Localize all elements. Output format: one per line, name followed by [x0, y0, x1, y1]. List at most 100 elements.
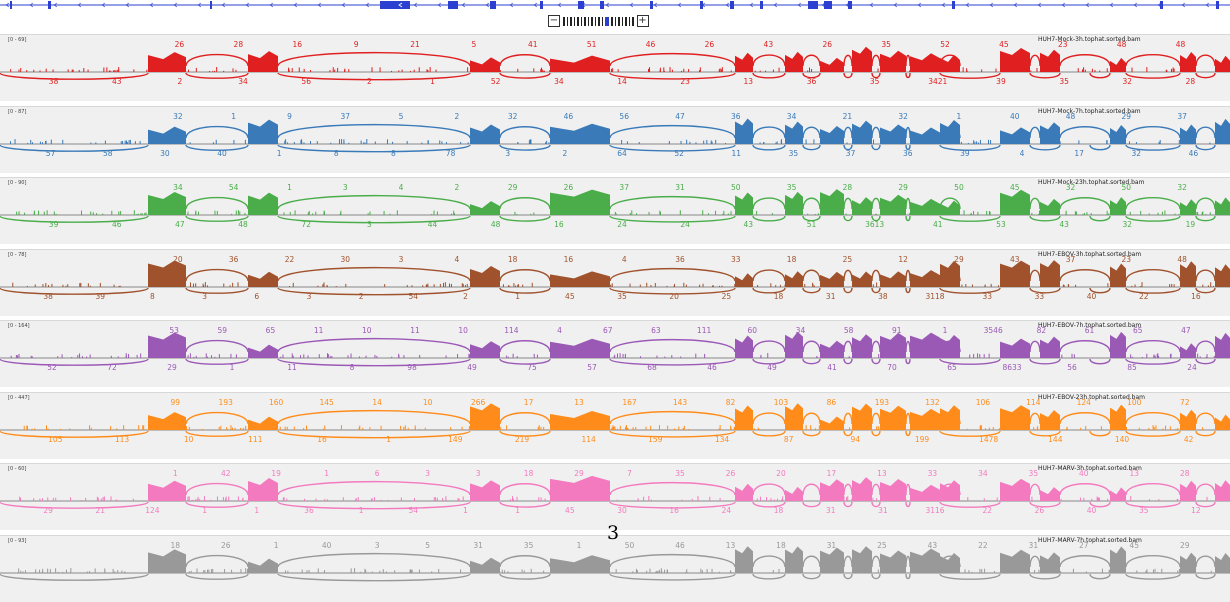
zoom-tick[interactable]: [563, 16, 565, 26]
coverage-bar: [602, 282, 604, 287]
coverage-bar: [600, 284, 602, 287]
coverage-bar: [230, 353, 232, 358]
zoom-slider-thumb[interactable]: [605, 16, 609, 26]
sashimi-track[interactable]: 99 193 160 145 14 10 266 17 13 167 143 82 103 86 193 13…: [0, 391, 1230, 459]
coverage-bar: [650, 284, 652, 287]
coverage-bar: [326, 284, 328, 287]
junction-count-label: 32: [1122, 220, 1132, 229]
gene-annotation-track: [0, 1, 1230, 9]
coverage-bar: [175, 426, 177, 430]
coverage-bar: [272, 141, 274, 144]
coverage-bar: [104, 567, 106, 573]
coverage-bar: [1108, 569, 1110, 573]
zoom-tick[interactable]: [580, 16, 582, 26]
zoom-tick[interactable]: [598, 16, 600, 26]
junction-arc: [1195, 197, 1216, 210]
coverage-bar: [83, 68, 85, 72]
sashimi-track[interactable]: 34 54 1 3 4 2 29 26 37 31 50 35 28 29 50 45 32 50 32 39 46 47…: [0, 177, 1230, 244]
junction-count-label: 65: [947, 363, 957, 372]
coverage-bar: [212, 568, 214, 573]
zoom-tick[interactable]: [570, 16, 572, 26]
zoom-in-button[interactable]: +: [636, 15, 649, 27]
junction-count-label: 51: [807, 220, 817, 229]
coverage-block: [880, 270, 906, 287]
sashimi-track[interactable]: 26 28 16 9 21 5 41 51 46 26 43 26 35 52 45 23 48 48 38 43 2 3…: [0, 34, 1230, 101]
junction-arc: [1089, 72, 1111, 79]
zoom-tick[interactable]: [611, 16, 613, 26]
zoom-tick[interactable]: [632, 16, 634, 26]
junction-count-label: 52: [940, 40, 950, 49]
coverage-bar: [499, 70, 501, 72]
coverage-bar: [711, 568, 713, 573]
coverage-bar: [561, 211, 563, 215]
coverage-bar: [232, 68, 234, 72]
coverage-bar: [55, 213, 57, 215]
zoom-slider[interactable]: [563, 16, 634, 26]
sashimi-track[interactable]: 20 36 22 30 3 4 18 16 4 36 33 18 25 12 29 43 37 23 48 38 39 8…: [0, 248, 1230, 316]
coverage-bar: [112, 70, 114, 72]
zoom-tick[interactable]: [566, 16, 568, 26]
zoom-tick[interactable]: [625, 16, 627, 26]
coverage-bar: [908, 213, 910, 215]
coverage-bar: [306, 425, 308, 430]
coverage-bar: [997, 284, 999, 287]
coverage-bar: [1110, 282, 1112, 287]
coverage-bar: [142, 424, 144, 430]
coverage-block: [1215, 480, 1230, 501]
coverage-bar: [488, 428, 490, 430]
junction-count-label: 52: [491, 77, 501, 86]
coverage-bar: [1173, 283, 1175, 287]
junction-count-label: 28: [1180, 469, 1190, 478]
zoom-out-button[interactable]: −: [548, 15, 560, 27]
junction-arc: [752, 430, 786, 437]
zoom-tick[interactable]: [594, 16, 596, 26]
coverage-block: [785, 51, 803, 72]
coverage-bar: [138, 424, 140, 430]
coverage-bar: [1023, 356, 1025, 358]
zoom-tick[interactable]: [591, 16, 593, 26]
zoom-tick[interactable]: [601, 16, 603, 26]
junction-arc: [1125, 53, 1181, 67]
coverage-bar: [108, 70, 110, 72]
coverage-bar: [329, 356, 331, 358]
zoom-tick[interactable]: [614, 16, 616, 26]
junction-arc: [609, 286, 736, 295]
zoom-tick[interactable]: [584, 16, 586, 26]
strand-arrow: [293, 2, 298, 8]
coverage-block: [248, 477, 278, 501]
coverage-bar: [1084, 69, 1086, 72]
coverage-bar: [245, 425, 247, 430]
coverage-bar: [659, 211, 661, 215]
coverage-bar: [995, 68, 997, 72]
zoom-tick[interactable]: [577, 16, 579, 26]
coverage-bar: [1146, 67, 1148, 72]
coverage-bar: [343, 138, 345, 144]
strand-arrow: [893, 2, 898, 8]
sashimi-track[interactable]: 1 42 19 1 6 3 3 18 29 7 35 26 20 17 13 33 34 35 40 13 28 29 21…: [0, 463, 1230, 530]
zoom-tick[interactable]: [618, 16, 620, 26]
zoom-tick[interactable]: [628, 16, 630, 26]
junction-count-label: 33: [1035, 292, 1045, 301]
junction-count-label: 36: [807, 77, 817, 86]
coverage-bar: [45, 68, 47, 72]
zoom-tick[interactable]: [621, 16, 623, 26]
zoom-tick[interactable]: [587, 16, 589, 26]
coverage-bar: [746, 354, 748, 358]
coverage-bar: [189, 141, 191, 144]
coverage-bar: [988, 427, 990, 430]
coverage-bar: [531, 282, 533, 287]
coverage-bar: [916, 568, 918, 573]
coverage-bar: [695, 353, 697, 358]
junction-arc: [843, 72, 853, 79]
coverage-bar: [910, 427, 912, 430]
coverage-bar: [718, 285, 720, 287]
coverage-bar: [719, 68, 721, 72]
sashimi-track[interactable]: 18 26 1 40 3 5 31 35 1 50 46 13 18 31 25 43 22 31 27 45 29 [0…: [0, 534, 1230, 602]
coverage-bar: [646, 282, 648, 287]
sashimi-track[interactable]: 32 1 9 37 5 2 32 46 56 47 36 34 21 32 1 40 48 29 37 57 58 30 4…: [0, 105, 1230, 173]
coverage-bar: [1009, 142, 1011, 144]
zoom-tick[interactable]: [573, 16, 575, 26]
junction-arc: [609, 553, 736, 567]
zoom-control[interactable]: − +: [548, 14, 649, 28]
sashimi-track[interactable]: 53 59 65 11 10 11 10 114 4 67 63 111 60 34 58 91 1 3546 82…: [0, 320, 1230, 387]
